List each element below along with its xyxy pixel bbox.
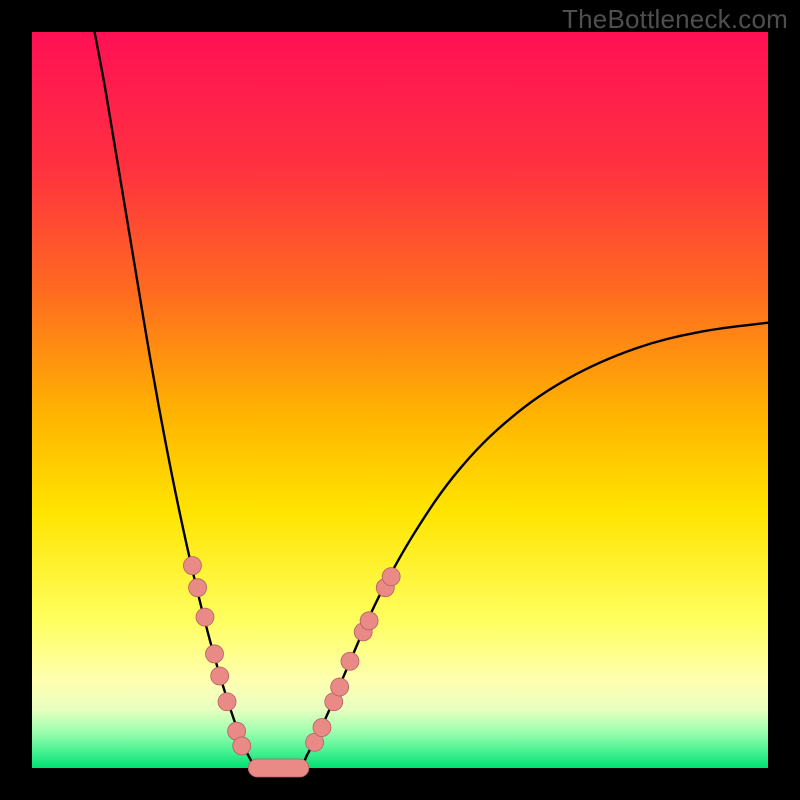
data-point: [233, 737, 251, 755]
data-point: [382, 568, 400, 586]
data-point: [341, 652, 359, 670]
data-point: [331, 678, 349, 696]
data-point: [218, 693, 236, 711]
watermark-text: TheBottleneck.com: [562, 4, 788, 35]
data-point: [196, 608, 214, 626]
data-point: [183, 557, 201, 575]
data-point: [211, 667, 229, 685]
data-point: [360, 612, 378, 630]
data-point: [313, 719, 331, 737]
chart-svg: [0, 0, 800, 800]
data-point-pill: [248, 759, 309, 777]
bottleneck-chart: TheBottleneck.com: [0, 0, 800, 800]
data-point: [189, 579, 207, 597]
data-point: [206, 645, 224, 663]
